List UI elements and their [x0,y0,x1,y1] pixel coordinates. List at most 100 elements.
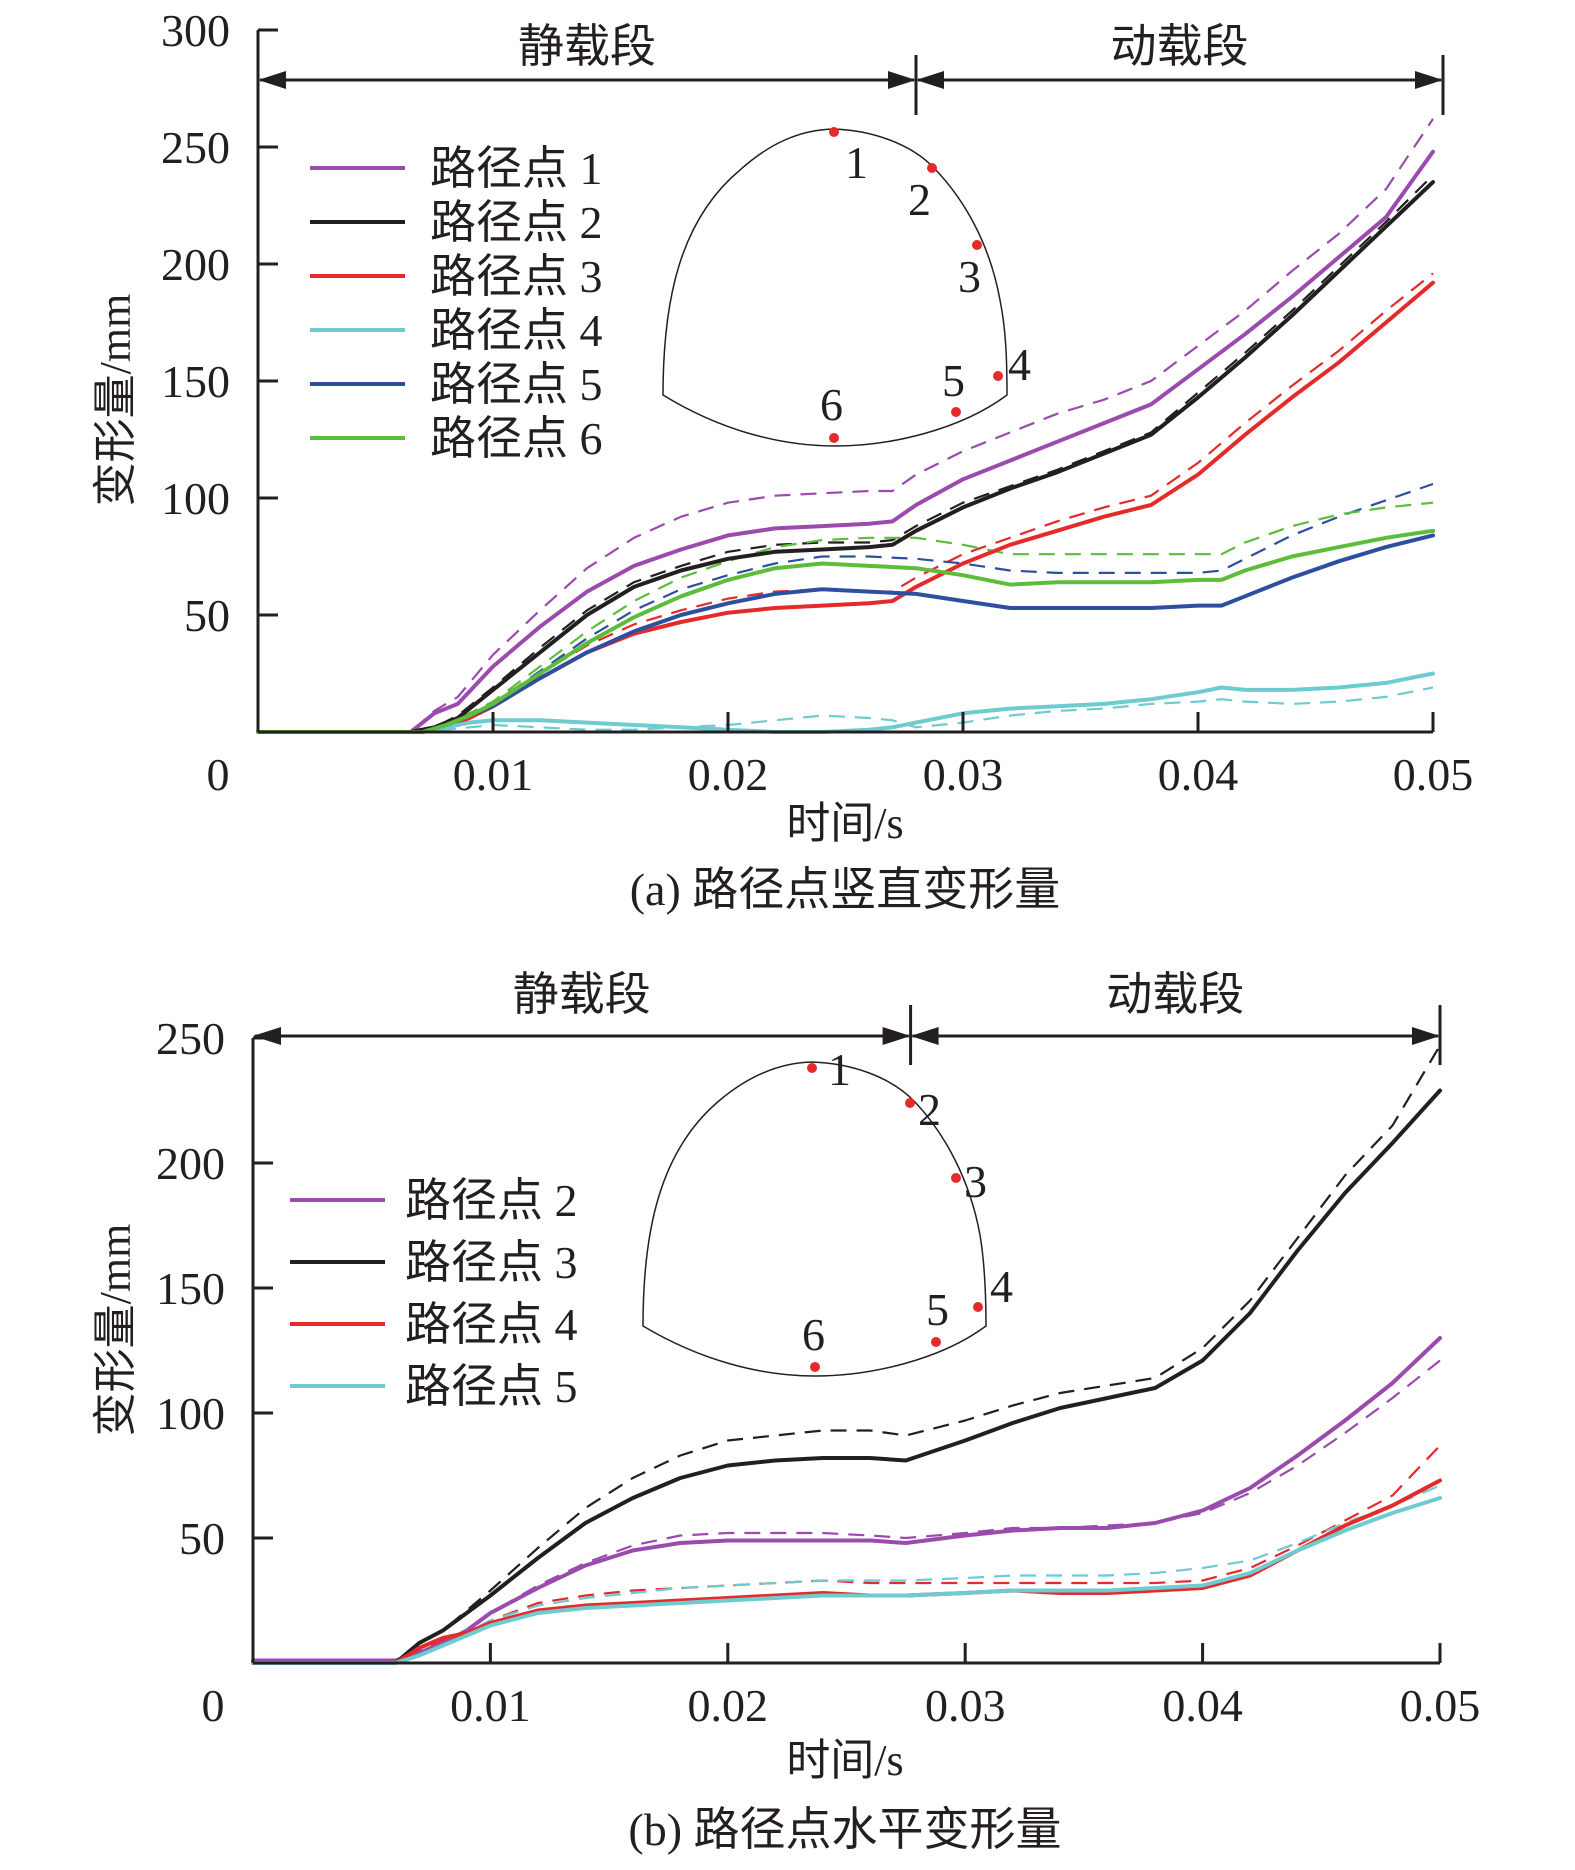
series-line-dashed-2 [253,1044,1441,1665]
legend-label: 路径点 2 [430,197,603,248]
arrowhead-left-icon [910,1027,939,1045]
y-tick-label: 50 [184,590,230,641]
tunnel-outline [662,128,1008,447]
series-line-dashed-3 [253,1444,1441,1665]
series-line-dashed-4 [258,686,1434,734]
series-line-1 [251,1336,1442,1663]
arrowhead-left-icon [916,71,944,89]
inset-label-4: 4 [1008,339,1031,390]
series-line-dashed-1 [258,118,1434,734]
x-axis-title-a: 时间/s [786,799,903,848]
inset-point-3 [972,240,982,250]
y-tick-label: 250 [156,1013,225,1064]
x-tick-label: 0.05 [1400,1680,1481,1731]
x-tick-label: 0.04 [1162,1680,1243,1731]
inset-point-5 [951,407,961,417]
y-tick-label: 50 [179,1513,225,1564]
x-tick-label: 0.01 [450,1680,531,1731]
inset-label-2: 2 [918,1084,941,1135]
inset-label-5: 5 [942,355,965,406]
inset-label-4: 4 [990,1261,1013,1312]
inset-point-4 [993,371,1003,381]
series-line-dashed-4 [253,1484,1441,1665]
arrowhead-right-icon [1412,1027,1440,1045]
tunnel-inset-a: 1 2 3 4 5 6 [662,127,1031,447]
legend-label: 路径点 1 [430,143,603,194]
chart-horizontal-deformation: 1 2 3 4 5 6 0 0.01 0.02 0.03 0.04 0.055010015… [91,969,1480,1855]
y-axis-title-b: 变形量/mm [91,1224,140,1437]
inset-label-6: 6 [820,379,843,430]
y-tick-label: 100 [156,1388,225,1439]
series-line-2 [256,180,1435,734]
inset-point-2 [905,1098,915,1108]
inset-point-6 [829,433,839,443]
arrowhead-left-icon [258,71,286,89]
chart-vertical-deformation: 1 2 3 4 5 6 0 0.01 0.02 0.03 0.04 0.055010015… [91,5,1473,915]
legend-label: 路径点 5 [405,1361,578,1412]
inset-point-5 [931,1337,941,1347]
inset-point-6 [810,1362,820,1372]
series-line-dashed-6 [258,501,1434,734]
y-tick-label: 100 [161,473,230,524]
inset-point-4 [973,1302,983,1312]
series-line-5 [256,533,1435,734]
arrowhead-right-icon [1415,71,1443,89]
inset-point-1 [829,127,839,137]
inset-label-6: 6 [802,1309,825,1360]
x-tick-label: 0.01 [453,749,534,800]
inset-label-1: 1 [845,137,868,188]
inset-label-5: 5 [926,1284,949,1335]
legend-label: 路径点 4 [430,305,603,356]
phase-markers-a: 静载段 动载段 [258,21,1445,115]
arrowhead-right-icon [882,1027,911,1045]
x-tick-label: 0.05 [1393,749,1474,800]
legend-label: 路径点 5 [430,359,603,410]
series-line-dashed-5 [258,482,1434,734]
axes-a: 0 0.01 0.02 0.03 0.04 0.05 50 100 150 200 250 300 [161,5,1473,800]
tunnel-outline [642,1061,987,1377]
x-tick-label: 0.02 [688,1680,769,1731]
legend-label: 路径点 6 [430,413,603,464]
y-axis-title-a: 变形量/mm [91,294,140,507]
inset-label-3: 3 [958,251,981,302]
legend-label: 路径点 3 [430,251,603,302]
series-lines-b [251,1044,1442,1665]
legend-b: 路径点 2 路径点 3 路径点 4 路径点 5 [290,1175,578,1412]
series-line-2 [251,1088,1442,1665]
series-line-dashed-2 [258,174,1434,734]
legend-label: 路径点 2 [405,1175,578,1226]
caption-a: (a) 路径点竖直变形量 [630,864,1061,915]
series-line-4 [251,1496,1442,1665]
phase-label: 动载段 [1111,21,1249,72]
phase-markers-b: 静载段 动载段 [253,969,1442,1065]
inset-point-3 [951,1173,961,1183]
series-line-6 [256,528,1435,734]
tunnel-inset-b: 1 2 3 4 5 6 [642,1044,1013,1377]
x-tick-label: 0.04 [1158,749,1239,800]
phase-label: 静载段 [513,969,651,1020]
phase-label: 动载段 [1106,969,1244,1020]
legend-label: 路径点 3 [405,1237,578,1288]
y-tick-label: 200 [161,239,230,290]
inset-label-2: 2 [908,174,931,225]
x-tick-label: 0.02 [688,749,769,800]
y-tick-label: 150 [156,1263,225,1314]
y-tick-label: 250 [161,122,230,173]
arrowhead-right-icon [888,71,916,89]
arrowhead-left-icon [253,1027,281,1045]
caption-b: (b) 路径点水平变形量 [628,1804,1061,1855]
y-tick-label: 200 [156,1138,225,1189]
x-tick-label: 0 [202,1680,225,1731]
y-tick-label: 300 [161,5,230,56]
x-tick-label: 0.03 [923,749,1004,800]
inset-point-2 [927,163,937,173]
inset-label-1: 1 [828,1044,851,1095]
phase-label: 静载段 [518,21,656,72]
axes-b: 0 0.01 0.02 0.03 0.04 0.05 50 100 150 200 250 [156,1013,1480,1731]
x-tick-label: 0.03 [925,1680,1006,1731]
series-line-4 [256,671,1435,734]
inset-label-3: 3 [964,1156,987,1207]
inset-point-1 [807,1063,817,1073]
